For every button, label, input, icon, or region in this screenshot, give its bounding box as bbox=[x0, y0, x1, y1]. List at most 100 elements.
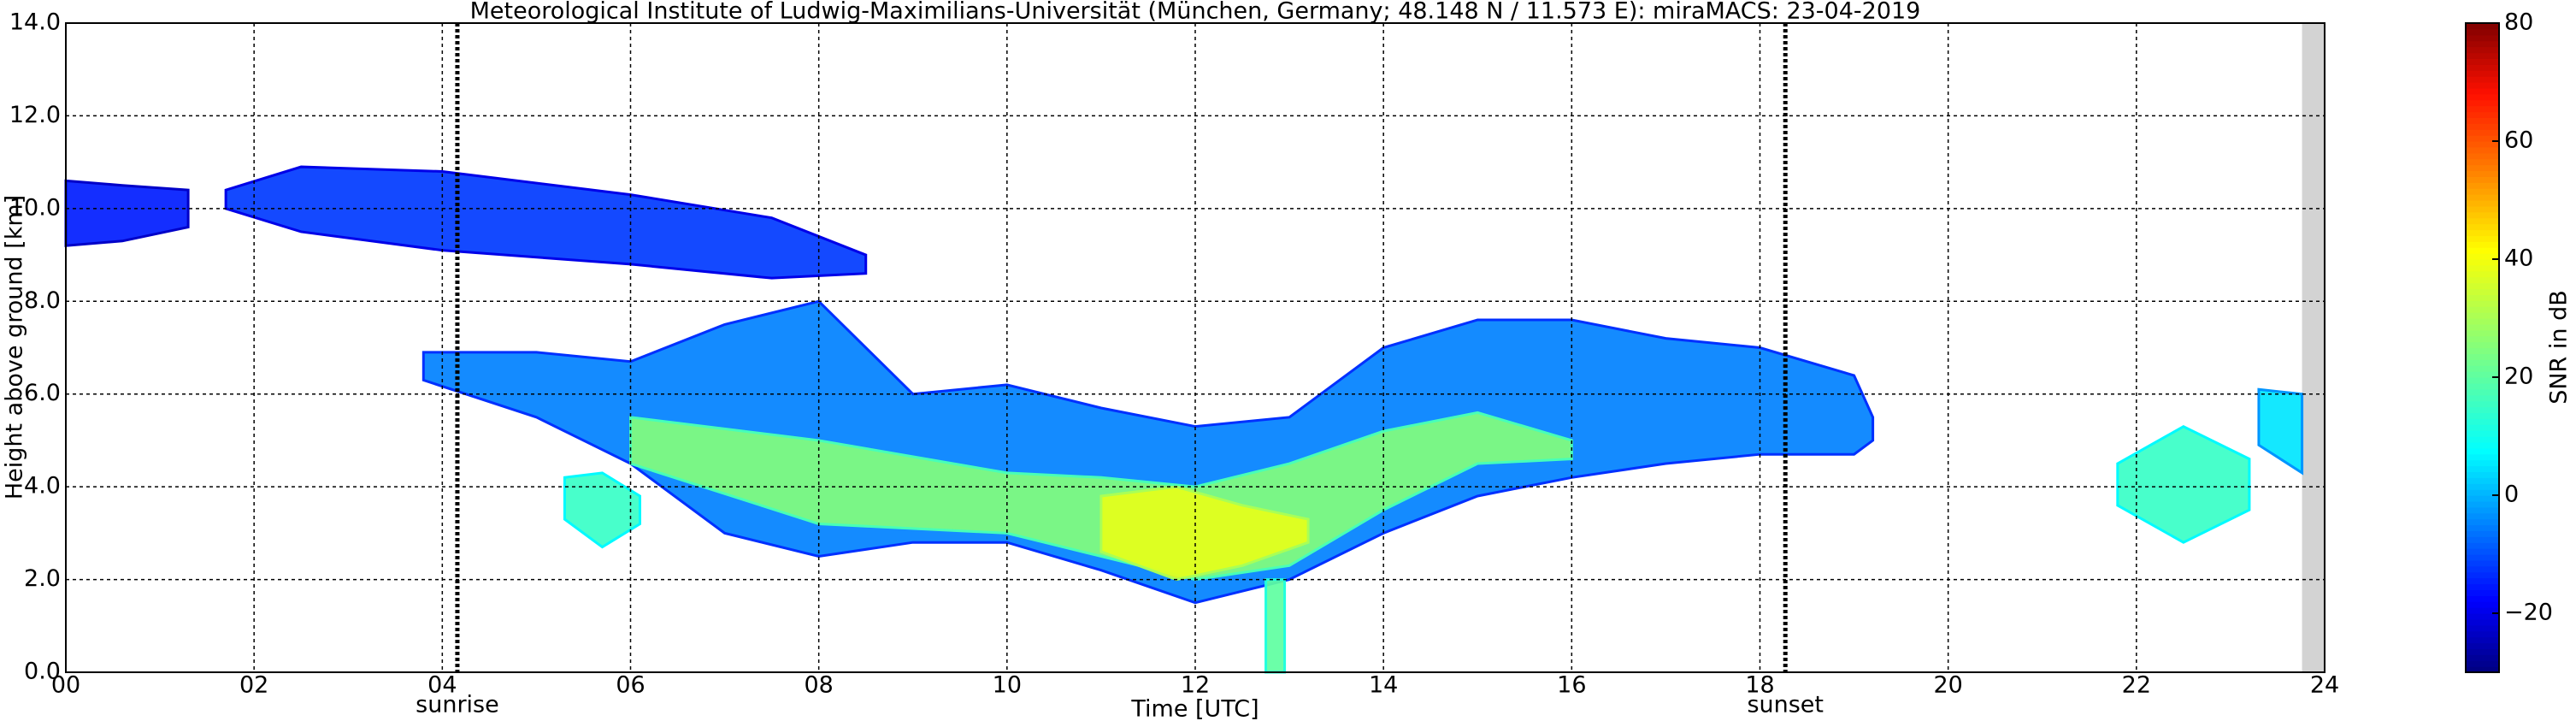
colorbar-segment bbox=[2466, 329, 2499, 337]
colorbar-segment bbox=[2466, 341, 2499, 349]
colorbar-segment bbox=[2466, 87, 2499, 95]
colorbar-segment bbox=[2466, 241, 2499, 248]
x-tick-label: 18 bbox=[1745, 672, 1774, 699]
colorbar-segment bbox=[2466, 583, 2499, 590]
y-axis-label: Height above ground [km] bbox=[2, 195, 28, 499]
colorbar-segment bbox=[2466, 424, 2499, 431]
colorbar-segment bbox=[2466, 318, 2499, 325]
colorbar-segment bbox=[2466, 359, 2499, 366]
cloud-layer bbox=[563, 471, 642, 549]
colorbar-segment bbox=[2466, 500, 2499, 508]
colorbar-segment bbox=[2466, 82, 2499, 89]
x-tick-label: 10 bbox=[993, 672, 1022, 699]
colorbar-segment bbox=[2466, 654, 2499, 661]
colorbar-segment bbox=[2466, 64, 2499, 71]
x-tick-label: 12 bbox=[1181, 672, 1210, 699]
cloud-layer bbox=[1264, 578, 1287, 674]
colorbar-segment bbox=[2466, 648, 2499, 655]
cloud-layer bbox=[1099, 485, 1310, 582]
colorbar-segment bbox=[2466, 441, 2499, 449]
colorbar-segment bbox=[2466, 200, 2499, 207]
y-tick-label: 14.0 bbox=[9, 9, 61, 36]
colorbar-segment bbox=[2466, 46, 2499, 54]
colorbar-segment bbox=[2466, 229, 2499, 236]
colorbar-segment bbox=[2466, 506, 2499, 514]
colorbar-segment bbox=[2466, 353, 2499, 360]
colorbar-segment bbox=[2466, 247, 2499, 254]
colorbar-segment bbox=[2466, 93, 2499, 101]
colorbar-segment bbox=[2466, 477, 2499, 484]
x-tick-label: 22 bbox=[2122, 672, 2151, 699]
cloud-layer bbox=[2116, 424, 2251, 544]
colorbar-tick-label: 0 bbox=[2504, 482, 2519, 508]
colorbar-segment bbox=[2466, 559, 2499, 567]
colorbar-segment bbox=[2466, 176, 2499, 183]
x-tick-label: 02 bbox=[239, 672, 268, 699]
colorbar-segment bbox=[2466, 288, 2499, 295]
colorbar-segment bbox=[2466, 524, 2499, 531]
colorbar-segment bbox=[2466, 518, 2499, 526]
colorbar-segment bbox=[2466, 282, 2499, 290]
colorbar-segment bbox=[2466, 253, 2499, 260]
colorbar-segment bbox=[2466, 388, 2499, 396]
cloud-layer bbox=[421, 299, 1875, 605]
colorbar-segment bbox=[2466, 335, 2499, 343]
colorbar-segment bbox=[2466, 34, 2499, 42]
x-tick-label: 08 bbox=[804, 672, 833, 699]
colorbar-segment bbox=[2466, 312, 2499, 319]
colorbar-segment bbox=[2466, 377, 2499, 384]
colorbar-segment bbox=[2466, 571, 2499, 579]
colorbar-segment bbox=[2466, 548, 2499, 555]
colorbar-segment bbox=[2466, 495, 2499, 502]
colorbar-segment bbox=[2466, 624, 2499, 632]
colorbar-tick-label: −20 bbox=[2504, 600, 2553, 626]
colorbar-segment bbox=[2466, 453, 2499, 461]
colorbar-segment bbox=[2466, 666, 2499, 673]
colorbar-segment bbox=[2466, 430, 2499, 437]
colorbar-segment bbox=[2466, 306, 2499, 313]
colorbar-segment bbox=[2466, 601, 2499, 608]
colorbar-segment bbox=[2466, 99, 2499, 107]
colorbar-segment bbox=[2466, 483, 2499, 490]
x-tick-label: 04 bbox=[427, 672, 457, 699]
colorbar-segment bbox=[2466, 542, 2499, 549]
y-tick-label: 2.0 bbox=[24, 565, 61, 592]
colorbar-segment bbox=[2466, 188, 2499, 195]
colorbar-label: SNR in dB bbox=[2546, 290, 2573, 405]
colorbar-segment bbox=[2466, 235, 2499, 242]
colorbar-segment bbox=[2466, 565, 2499, 573]
colorbar-segment bbox=[2466, 607, 2499, 614]
colorbar-segment bbox=[2466, 595, 2499, 602]
colorbar-segment bbox=[2466, 170, 2499, 177]
colorbar-segment bbox=[2466, 465, 2499, 472]
colorbar-segment bbox=[2466, 135, 2499, 142]
colorbar-segment bbox=[2466, 459, 2499, 467]
colorbar-segment bbox=[2466, 23, 2499, 30]
colorbar-segment bbox=[2466, 412, 2499, 419]
colorbar-segment bbox=[2466, 117, 2499, 124]
colorbar-segment bbox=[2466, 264, 2499, 272]
colorbar-segment bbox=[2466, 471, 2499, 478]
no-data bbox=[2302, 23, 2325, 672]
colorbar-segment bbox=[2466, 141, 2499, 148]
colorbar-segment bbox=[2466, 146, 2499, 154]
colorbar-segment bbox=[2466, 105, 2499, 113]
colorbar-segment bbox=[2466, 194, 2499, 201]
colorbar-segment bbox=[2466, 182, 2499, 189]
colorbar-segment bbox=[2466, 164, 2499, 172]
y-tick-label: 6.0 bbox=[24, 380, 61, 406]
colorbar-segment bbox=[2466, 111, 2499, 118]
x-tick-label: 16 bbox=[1557, 672, 1586, 699]
colorbar-segment bbox=[2466, 129, 2499, 136]
colorbar-segment bbox=[2466, 217, 2499, 225]
colorbar-segment bbox=[2466, 577, 2499, 585]
colorbar-segment bbox=[2466, 259, 2499, 266]
colorbar-segment bbox=[2466, 630, 2499, 638]
colorbar-segment bbox=[2466, 28, 2499, 36]
colorbar-segment bbox=[2466, 554, 2499, 561]
x-tick-label: 20 bbox=[1933, 672, 1962, 699]
colorbar-segment bbox=[2466, 613, 2499, 620]
colorbar-frame bbox=[2465, 22, 2500, 673]
colorbar-segment bbox=[2466, 618, 2499, 626]
